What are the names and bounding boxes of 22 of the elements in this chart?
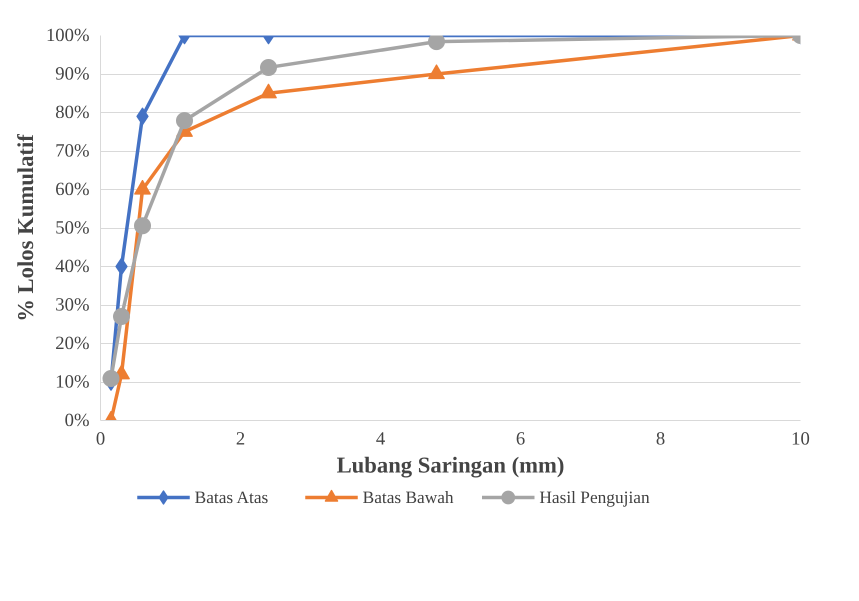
y-axis-title: % Lolos Kumulatif (12, 134, 38, 322)
y-tick-label: 70% (55, 140, 90, 162)
x-tick-label: 6 (516, 428, 526, 450)
y-tick-label: 10% (55, 372, 90, 392)
legend-label: Batas Atas (194, 488, 269, 507)
y-tick-label: 40% (55, 256, 90, 277)
x-tick-label: 8 (656, 428, 666, 450)
y-tick-label: 30% (55, 294, 90, 316)
legend-label: Batas Bawah (362, 488, 454, 507)
x-tick-label: 2 (236, 428, 246, 450)
y-tick-label: 50% (55, 218, 90, 238)
x-tick-label: 10 (791, 428, 810, 450)
legend-label: Hasil Pengujian (539, 488, 650, 507)
y-tick-label: 90% (55, 64, 90, 84)
y-tick-label: 60% (55, 179, 90, 200)
y-tick-label: 80% (55, 102, 90, 123)
y-tick-label: 100% (46, 25, 90, 46)
x-tick-label: 4 (376, 428, 386, 450)
y-tick-label: 0% (64, 410, 90, 431)
x-tick-label: 0 (96, 428, 106, 450)
y-tick-label: 20% (55, 333, 90, 354)
x-axis-title: Lubang Saringan (mm) (336, 452, 564, 478)
